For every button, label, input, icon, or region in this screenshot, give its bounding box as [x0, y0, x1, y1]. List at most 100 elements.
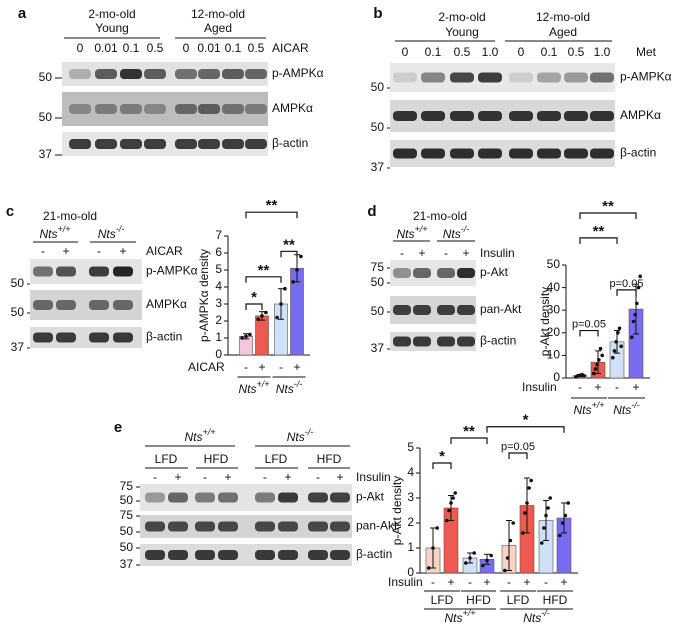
blot-row-label: p-AMPKα — [272, 66, 324, 80]
significance-label: ** — [463, 423, 475, 440]
data-point — [447, 508, 451, 513]
blot-band — [175, 104, 197, 114]
diet-label: LFD — [155, 452, 178, 466]
genotype-label: Nts+/+ — [396, 224, 427, 241]
data-point — [525, 501, 529, 505]
blot-band — [393, 305, 411, 315]
blot-band — [330, 492, 350, 503]
blot-band — [198, 69, 220, 79]
dose-label: 1.0 — [482, 45, 499, 59]
group-label: Young — [445, 25, 479, 39]
data-point — [481, 563, 485, 568]
panel-letter: d — [367, 203, 376, 220]
significance-bracket — [508, 452, 528, 459]
significance-bracket — [579, 212, 637, 220]
blot-strip — [140, 544, 352, 566]
sign-label: - — [41, 244, 45, 258]
mw-marker: 75 — [120, 479, 134, 493]
mw-marker: 37 — [371, 341, 385, 355]
blot-band — [564, 148, 588, 159]
blot-band — [218, 492, 238, 503]
data-point — [503, 568, 507, 573]
group-age: 2-mo-old — [438, 10, 485, 24]
data-point — [619, 344, 623, 349]
blot-band — [308, 550, 328, 560]
blot-band — [509, 72, 533, 83]
treatment-label: AICAR — [146, 244, 183, 258]
significance-bracket — [245, 303, 263, 310]
bar — [255, 315, 269, 356]
blot-band — [564, 111, 588, 121]
x-axis-label: Insulin — [522, 380, 557, 394]
blot-band — [537, 148, 561, 159]
blot-band — [457, 268, 475, 278]
genotype-label: Nts-/- — [443, 224, 470, 241]
group-label: Nts-/- — [523, 608, 550, 625]
significance-label: ** — [602, 198, 614, 215]
blot-band — [168, 550, 188, 560]
blot-band — [113, 300, 133, 310]
blot-band — [245, 104, 267, 114]
mw-marker: 75 — [371, 260, 385, 274]
blot-band — [450, 72, 474, 83]
y-tick-label: 7 — [215, 228, 222, 242]
group-label: Nts-/- — [276, 379, 303, 396]
blot-band — [413, 305, 431, 315]
genotype-base: Nts — [238, 382, 256, 396]
mw-marker: 37 — [39, 147, 53, 161]
y-tick-label: 1 — [407, 540, 414, 554]
blot-band — [120, 104, 142, 114]
mw-marker: 50 — [120, 524, 134, 538]
blot-row-label: β-actin — [146, 330, 182, 344]
x-tick-label: + — [594, 380, 601, 394]
treatment-label: Met — [636, 45, 657, 59]
blot-band — [245, 139, 267, 149]
significance-label: * — [523, 412, 529, 429]
blot-band — [245, 69, 267, 79]
sign-label: + — [284, 470, 291, 484]
blot-band — [590, 72, 614, 83]
diet-label: HFD — [204, 452, 229, 466]
genotype-base: Nts — [287, 430, 305, 444]
mw-marker: 50 — [39, 110, 53, 124]
mw-marker: 50 — [39, 70, 53, 84]
panel-letter: a — [18, 5, 27, 22]
blot-band — [95, 69, 117, 79]
data-point — [445, 518, 449, 523]
sign-label: - — [203, 470, 207, 484]
blot-band — [413, 268, 431, 278]
sign-label: - — [444, 246, 448, 260]
y-tick-label: 0 — [553, 370, 560, 384]
blot-strip — [140, 515, 352, 538]
data-point — [630, 335, 634, 340]
y-tick-label: 20 — [547, 325, 561, 339]
data-point — [566, 501, 570, 505]
blot-strip — [390, 332, 476, 351]
x-tick-label: - — [244, 360, 248, 374]
genotype-label: Nts+/+ — [39, 224, 70, 241]
data-point — [592, 371, 596, 376]
data-point — [636, 285, 641, 290]
mw-marker: 50 — [120, 540, 134, 554]
blot-band — [255, 550, 275, 560]
genotype-sup: +/+ — [202, 427, 215, 437]
data-point — [244, 334, 248, 339]
blot-band — [308, 521, 328, 532]
y-tick-label: 0 — [407, 565, 414, 579]
significance-bracket — [579, 329, 599, 337]
group-age: 2-mo-old — [88, 7, 135, 21]
data-point — [279, 302, 283, 306]
y-tick-label: 3 — [215, 296, 222, 310]
blot-band — [478, 72, 502, 83]
panel-letter: e — [114, 419, 122, 436]
blot-band — [255, 492, 275, 503]
data-point — [435, 526, 440, 530]
y-axis-label: p-Akt density — [390, 476, 404, 545]
y-tick-label: 2 — [215, 313, 222, 327]
panel-letter: c — [6, 203, 14, 220]
data-point — [598, 346, 603, 351]
significance-bracket — [579, 237, 618, 244]
blot-band — [89, 300, 109, 310]
sign-label: + — [62, 244, 69, 258]
blot-band — [56, 332, 76, 343]
